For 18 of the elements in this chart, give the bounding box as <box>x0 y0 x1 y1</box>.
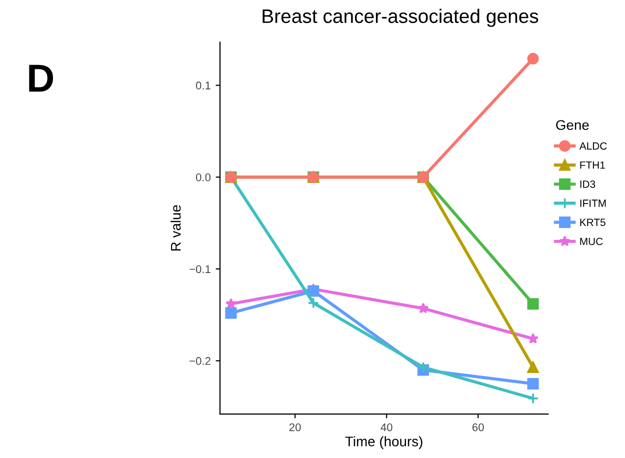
text: D <box>29 64 54 92</box>
x-tick-label: 60 <box>472 423 484 432</box>
legend-label: MUC <box>580 238 603 246</box>
y-tick-label: −0.2 <box>190 357 210 365</box>
y-axis-title: R value <box>170 205 181 250</box>
legend-label: IFITM <box>580 200 606 207</box>
chart-title: Breast cancer-associated genes <box>262 8 538 27</box>
legend-label: ID3 <box>580 180 596 188</box>
y-tick-label: −0.1 <box>190 265 210 274</box>
legend-label: FTH1 <box>580 162 605 169</box>
legend-label: KRT5 <box>580 218 606 226</box>
x-axis-title: Time (hours) <box>345 436 422 450</box>
legend-label: ALDC <box>579 142 607 150</box>
x-tick-label: 40 <box>380 423 392 432</box>
y-tick-label: 0.0 <box>196 173 211 182</box>
x-tick-label: 20 <box>289 423 301 432</box>
y-tick-label: 0.1 <box>196 82 210 90</box>
legend-title: Gene <box>556 120 589 130</box>
